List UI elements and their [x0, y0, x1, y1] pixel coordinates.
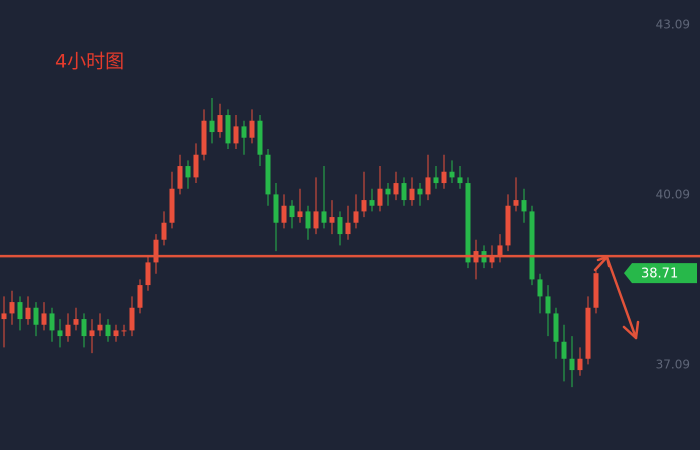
- candle-body: [369, 200, 375, 206]
- candle-body: [161, 222, 167, 240]
- candle-body: [65, 324, 71, 337]
- candle-body: [577, 358, 583, 371]
- price-tag: 38.71: [624, 263, 697, 284]
- candle-body: [249, 120, 255, 138]
- candle-body: [1, 313, 7, 320]
- plot-area: [0, 98, 700, 388]
- candle-body: [329, 217, 335, 223]
- candle-body: [193, 154, 199, 178]
- candle-body: [33, 307, 39, 325]
- candle-body: [513, 200, 519, 206]
- candle-body: [401, 183, 407, 201]
- candle-body: [465, 183, 471, 263]
- candle-body: [393, 183, 399, 195]
- candle-body: [313, 211, 319, 229]
- candle-body: [425, 177, 431, 195]
- candle-body: [337, 217, 343, 235]
- candle-body: [169, 188, 175, 223]
- candle-body: [73, 319, 79, 325]
- price-tag-label: 38.71: [641, 267, 678, 282]
- candle-body: [281, 205, 287, 223]
- candle-body: [145, 262, 151, 286]
- y-tick-label: 37.09: [656, 357, 690, 371]
- candle-body: [289, 205, 295, 218]
- candle-body: [593, 273, 599, 308]
- candle-body: [217, 115, 223, 133]
- candle-body: [121, 330, 127, 332]
- y-tick-label: 43.09: [656, 17, 690, 31]
- candle-body: [505, 205, 511, 246]
- candle-body: [225, 115, 231, 144]
- candle-body: [521, 200, 527, 212]
- candle-body: [57, 330, 63, 337]
- candle-body: [241, 126, 247, 138]
- candle-body: [345, 222, 351, 235]
- candle-body: [81, 319, 87, 337]
- candle-body: [129, 307, 135, 331]
- candle-body: [385, 188, 391, 195]
- candle-body: [553, 313, 559, 342]
- candle-body: [457, 177, 463, 184]
- candle-body: [297, 211, 303, 218]
- candle-body: [209, 120, 215, 133]
- candle-body: [585, 307, 591, 359]
- candle-body: [377, 188, 383, 206]
- candle-body: [153, 239, 159, 263]
- candle-body: [305, 211, 311, 229]
- candle-body: [321, 211, 327, 223]
- candle-body: [185, 166, 191, 178]
- candle-body: [529, 211, 535, 280]
- candle-body: [545, 296, 551, 314]
- candle-body: [449, 171, 455, 178]
- candle-body: [417, 188, 423, 195]
- annotation-arrow: [593, 255, 640, 340]
- candle-body: [137, 285, 143, 308]
- candle-body: [441, 171, 447, 184]
- candle-body: [353, 211, 359, 223]
- candle-body: [569, 358, 575, 371]
- candle-body: [409, 188, 415, 201]
- y-tick-label: 40.09: [656, 187, 690, 201]
- price-tag-box: [624, 263, 697, 284]
- candle-body: [113, 330, 119, 337]
- chart-title: 4小时图: [55, 51, 124, 73]
- candle-body: [497, 245, 503, 257]
- candle-body: [265, 154, 271, 195]
- candle-body: [105, 324, 111, 337]
- candle-body: [41, 313, 47, 325]
- candle-body: [489, 256, 495, 263]
- candle-body: [361, 200, 367, 212]
- candle-body: [273, 194, 279, 223]
- candle-body: [233, 126, 239, 144]
- candle-body: [25, 307, 31, 320]
- candle-body: [537, 279, 543, 297]
- candle-body: [49, 313, 55, 331]
- candle-body: [257, 120, 263, 155]
- candle-body: [17, 302, 23, 320]
- candle-body: [433, 177, 439, 184]
- candle-body: [201, 120, 207, 155]
- candle-body: [177, 166, 183, 189]
- candle-body: [89, 330, 95, 337]
- candle-body: [97, 324, 103, 331]
- candle-body: [561, 341, 567, 359]
- candle-body: [9, 302, 15, 314]
